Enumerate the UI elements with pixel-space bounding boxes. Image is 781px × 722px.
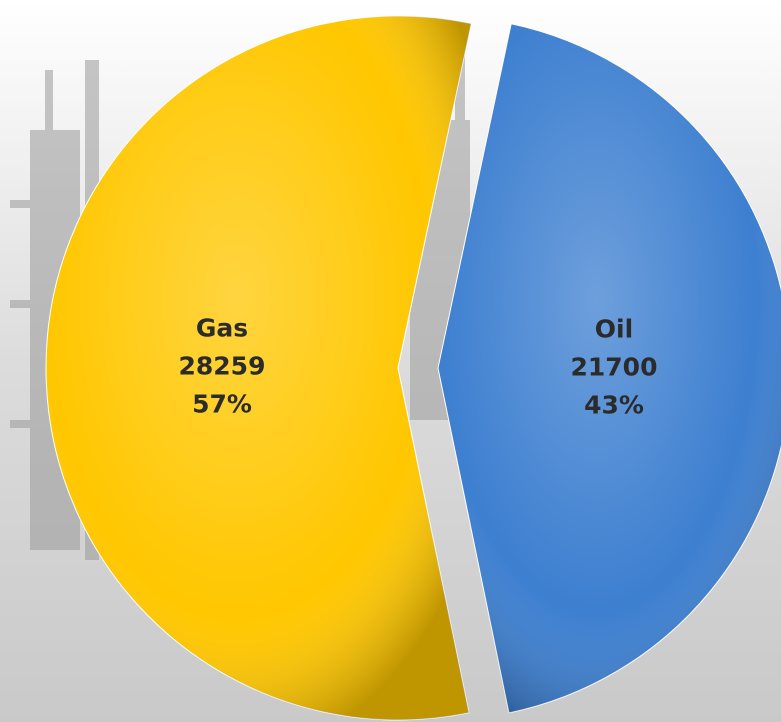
slice-label-value: 28259 bbox=[179, 351, 266, 380]
slice-label-name: Oil bbox=[595, 315, 633, 344]
slice-label-percent: 43% bbox=[584, 391, 644, 420]
slice-label-name: Gas bbox=[196, 313, 248, 342]
slice-label-percent: 57% bbox=[192, 389, 252, 418]
slice-label-value: 21700 bbox=[571, 353, 658, 382]
